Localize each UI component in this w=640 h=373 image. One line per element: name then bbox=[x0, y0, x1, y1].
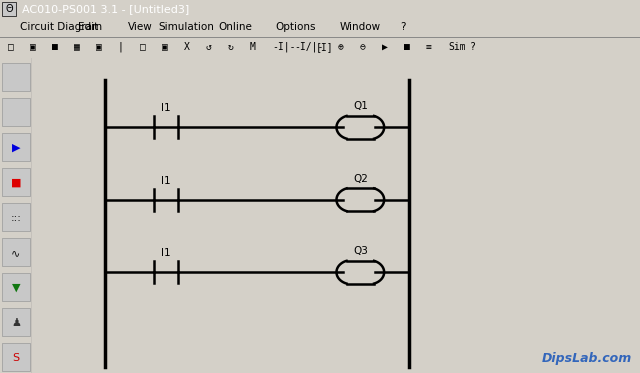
Text: Q3: Q3 bbox=[353, 246, 368, 256]
Text: View: View bbox=[128, 22, 153, 32]
Text: I1: I1 bbox=[161, 248, 171, 258]
Text: ■: ■ bbox=[404, 42, 410, 52]
Bar bbox=[2, 133, 30, 161]
Text: [I]: [I] bbox=[316, 42, 333, 52]
Text: Q2: Q2 bbox=[353, 174, 368, 184]
Bar bbox=[2, 63, 30, 91]
Text: ■: ■ bbox=[52, 42, 58, 52]
Text: ▶: ▶ bbox=[12, 143, 20, 153]
Text: □: □ bbox=[140, 42, 146, 52]
Text: Sim: Sim bbox=[448, 42, 466, 52]
Text: DipsLab.com: DipsLab.com bbox=[541, 352, 632, 365]
Bar bbox=[2, 2, 16, 16]
Text: ╼╾: ╼╾ bbox=[9, 73, 23, 83]
Text: I1: I1 bbox=[161, 103, 171, 113]
Bar bbox=[2, 343, 30, 371]
Text: Θ: Θ bbox=[5, 4, 13, 14]
Text: Online: Online bbox=[218, 22, 252, 32]
Text: ⊕: ⊕ bbox=[338, 42, 344, 52]
Text: ?: ? bbox=[470, 42, 476, 52]
Text: ↺: ↺ bbox=[206, 42, 212, 52]
Text: I1: I1 bbox=[161, 176, 171, 186]
Text: Circuit Diagram: Circuit Diagram bbox=[20, 22, 102, 32]
Bar bbox=[2, 273, 30, 301]
Text: ▼: ▼ bbox=[12, 283, 20, 293]
Text: Window: Window bbox=[340, 22, 381, 32]
Text: X: X bbox=[184, 42, 190, 52]
Text: Simulation: Simulation bbox=[158, 22, 214, 32]
Text: ▦: ▦ bbox=[74, 42, 80, 52]
Text: □: □ bbox=[8, 42, 14, 52]
Text: ▣: ▣ bbox=[30, 42, 36, 52]
Text: :::: ::: bbox=[11, 213, 21, 223]
Text: -I|-: -I|- bbox=[272, 42, 296, 52]
Text: ≡: ≡ bbox=[426, 42, 432, 52]
Text: S: S bbox=[12, 353, 20, 363]
Bar bbox=[2, 238, 30, 266]
Text: ♟: ♟ bbox=[11, 318, 21, 328]
Text: ▶: ▶ bbox=[382, 42, 388, 52]
Text: ?: ? bbox=[400, 22, 406, 32]
Text: Edit: Edit bbox=[78, 22, 99, 32]
Text: M: M bbox=[250, 42, 256, 52]
Bar bbox=[2, 308, 30, 336]
Bar bbox=[2, 98, 30, 126]
Text: ⊖: ⊖ bbox=[360, 42, 366, 52]
Bar bbox=[2, 168, 30, 196]
Text: ▣: ▣ bbox=[96, 42, 102, 52]
Bar bbox=[2, 203, 30, 231]
Text: ▣: ▣ bbox=[162, 42, 168, 52]
Text: AC010-PS001 3.1 - [Untitled3]: AC010-PS001 3.1 - [Untitled3] bbox=[22, 4, 189, 14]
Text: ✍: ✍ bbox=[12, 108, 20, 118]
Text: |: | bbox=[118, 42, 124, 52]
Text: Options: Options bbox=[275, 22, 316, 32]
Text: ↻: ↻ bbox=[228, 42, 234, 52]
Text: ∿: ∿ bbox=[12, 248, 20, 258]
Text: -I/|-: -I/|- bbox=[294, 42, 323, 52]
Text: Q1: Q1 bbox=[353, 101, 368, 111]
Text: ■: ■ bbox=[11, 178, 21, 188]
